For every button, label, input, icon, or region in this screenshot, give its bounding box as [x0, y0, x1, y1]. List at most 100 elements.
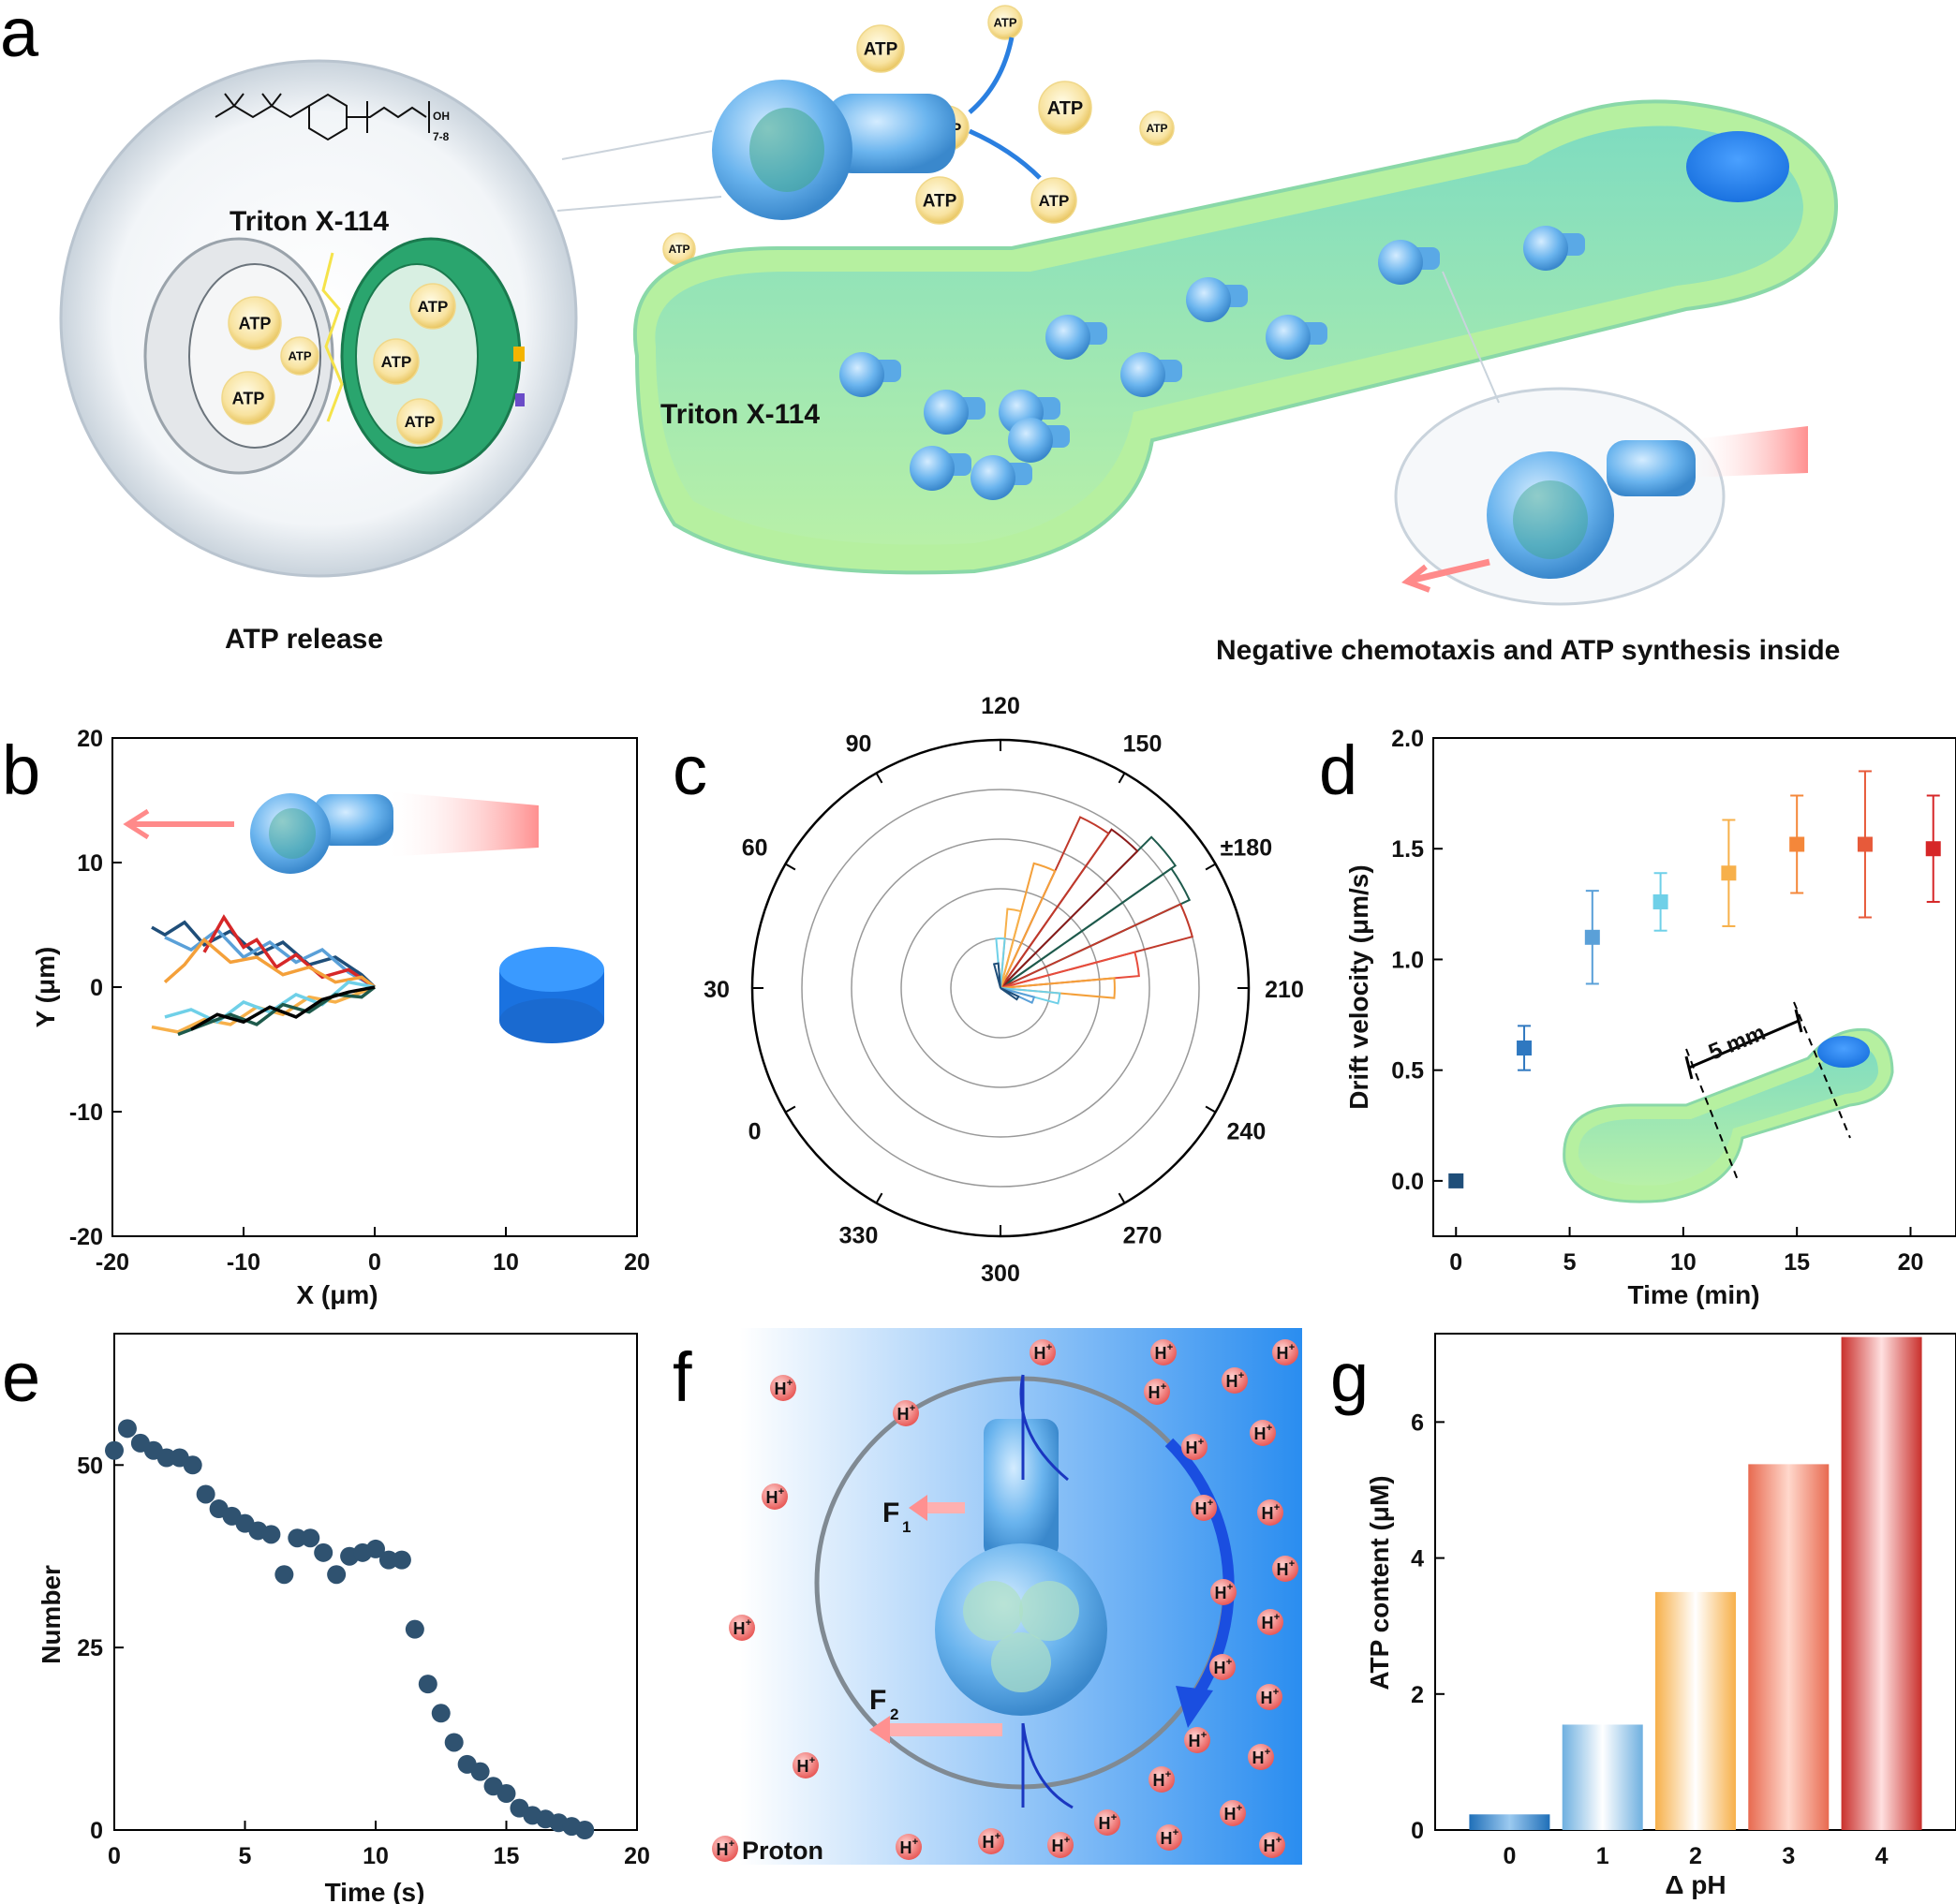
proton-charge: +: [1064, 1835, 1070, 1846]
release-arrow-icon: [968, 37, 1015, 114]
y-tick-label: 1.5: [1391, 836, 1424, 863]
polar-angle-label: 210: [1265, 977, 1304, 1003]
channel-motor-icon: [910, 446, 955, 491]
axis-ticks-d: 0 5 10 15 20 0.0 0.5 1.0 1.5 2.0: [1391, 726, 1923, 1276]
proton-symbol: H: [775, 1380, 787, 1398]
proton-symbol: H: [1099, 1814, 1111, 1833]
flow-profile-bottom: [1021, 1722, 1074, 1809]
panel-letter-b: b: [2, 731, 40, 809]
proton-symbol: H: [1252, 1749, 1265, 1767]
proton-charge: +: [1273, 1687, 1279, 1698]
atp-molecule-icon: [987, 5, 1023, 40]
x-tick-label: 5: [1563, 1249, 1577, 1276]
number-point: [470, 1762, 490, 1781]
atp-molecule-icon: [915, 176, 964, 225]
proton-charge: +: [778, 1486, 784, 1498]
x-tick-label: 0: [108, 1843, 121, 1869]
proton-charge: +: [1201, 1730, 1207, 1741]
proton-symbol: H: [1226, 1372, 1238, 1391]
zoom-line: [561, 130, 713, 160]
x-tick-label: 0: [368, 1249, 381, 1276]
force1-subscript: 1: [902, 1518, 911, 1536]
proton-symbol: H: [1262, 1504, 1274, 1523]
y-tick-label: 0: [90, 975, 103, 1001]
atp-bar: [1841, 1336, 1922, 1830]
proton-charge: +: [995, 1831, 1000, 1842]
proton-symbol: H: [1161, 1829, 1173, 1848]
polar-angle-label: 60: [742, 835, 768, 862]
atp-bars: [1469, 1336, 1922, 1830]
polar-bin: [1000, 987, 1036, 1005]
proton-symbol: H: [1254, 1424, 1267, 1443]
x-tick-label: 4: [1875, 1843, 1889, 1869]
channel-motor-icon: [924, 390, 969, 435]
triton-molecule-icon: [215, 93, 430, 141]
trajectory-line: [163, 937, 377, 989]
proton-charge: +: [1289, 1342, 1295, 1353]
release-arrow-icon: [968, 128, 1042, 180]
atp-label: ATP: [239, 314, 272, 332]
x-tick-label: 20: [624, 1843, 650, 1869]
x-tick-label: 10: [1670, 1249, 1697, 1276]
polar-bin: [1000, 987, 1061, 1005]
number-point: [575, 1821, 595, 1839]
y-tick-label: -10: [69, 1100, 103, 1126]
channel-motor-icon: [1186, 277, 1231, 322]
force2-arrowhead-icon: [869, 1716, 890, 1744]
x-tick-label: 20: [1898, 1249, 1924, 1276]
atp-label: ATP: [1039, 192, 1070, 210]
flow-profile-top: [1019, 1374, 1069, 1482]
y-tick-label: 2: [1411, 1682, 1424, 1708]
proton-charge: +: [809, 1755, 815, 1766]
polar-bin: [1000, 862, 1057, 989]
polar-bin: [995, 937, 1006, 989]
proton-symbol: H: [1148, 1383, 1161, 1402]
proton-icon: [1272, 1339, 1298, 1365]
panel-e: e 0 5 10 15 20 0 25 50 Time (s) Number: [2, 1333, 650, 1904]
atp-label: ATP: [1047, 98, 1084, 119]
channel-motor-icon: [1008, 418, 1053, 463]
number-point: [274, 1565, 294, 1585]
y-axis-label-g: ATP content (μM): [1365, 1475, 1394, 1690]
proton-charge: +: [1289, 1558, 1295, 1570]
panel-letter-a: a: [0, 0, 39, 71]
proton-legend-label: Proton: [742, 1837, 823, 1865]
polar-plot: 120 150 ±180 210 240 270 300 330 0 30 60 90: [704, 693, 1304, 1287]
panel-letter-e: e: [2, 1338, 40, 1416]
rotation-arrowhead-icon: [1176, 1686, 1213, 1728]
proton-symbol: H: [1153, 1771, 1165, 1790]
proton-symbol: H: [1189, 1732, 1201, 1750]
channel-motor-icon: [1523, 226, 1568, 271]
y-tick-label: 0: [1411, 1818, 1424, 1844]
atp-bar: [1469, 1814, 1550, 1830]
plot-frame-e: [113, 1333, 638, 1831]
polar-angle-label: 300: [981, 1261, 1020, 1287]
number-point: [378, 1550, 398, 1570]
polar-ring: [900, 888, 1101, 1088]
atp-label: ATP: [923, 192, 957, 212]
atp-molecule-icon: [856, 24, 905, 73]
atp-label: ATP: [668, 243, 689, 256]
channel-motor-icon: [1378, 240, 1423, 285]
atp-molecule-icon: [1038, 81, 1092, 135]
proton-icon: [712, 1836, 738, 1862]
polar-angle-label: 240: [1227, 1119, 1267, 1145]
proton-symbol: H: [1224, 1805, 1237, 1823]
polar-angle-label: 150: [1123, 731, 1163, 758]
panel-f: f F 1 F 2 H +H +H +H +H +H + H + H +H + H +H + H +H +H +H +…: [673, 1328, 1302, 1865]
chemotaxis-caption: Negative chemotaxis and ATP synthesis in…: [1216, 635, 1840, 666]
proton-symbol: H: [1277, 1560, 1289, 1579]
x-tick-label: 15: [1784, 1249, 1810, 1276]
proton-symbol: H: [1052, 1837, 1064, 1855]
y-tick-label: -20: [69, 1224, 103, 1250]
y-tick-label: 25: [77, 1635, 103, 1661]
inset-scale-label: 5 mm: [1705, 1020, 1769, 1066]
proton-icon: [793, 1752, 819, 1779]
proton-charge: +: [1161, 1381, 1166, 1393]
proton-icon: [896, 1834, 922, 1860]
triton-label-bubble: Triton X-114: [230, 206, 389, 237]
proton-symbol: H: [717, 1840, 729, 1859]
proton-symbol: H: [1277, 1344, 1289, 1363]
polar-tick: [785, 863, 796, 871]
number-point: [105, 1440, 124, 1460]
